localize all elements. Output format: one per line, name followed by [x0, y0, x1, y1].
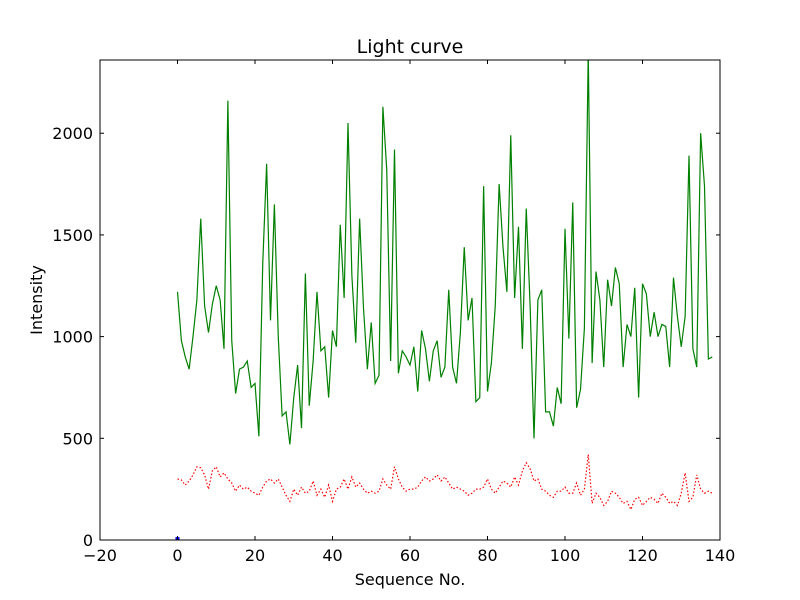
x-tick-label: 0 [172, 546, 182, 565]
y-axis: 0 500 1000 1500 2000 [52, 124, 720, 550]
y-tick-label: 2000 [52, 124, 93, 143]
x-tick-label: 40 [322, 546, 342, 565]
x-axis-label: Sequence No. [355, 570, 466, 589]
x-tick-label: 120 [627, 546, 658, 565]
plot-frame [99, 59, 721, 541]
x-tick-label: 80 [477, 546, 497, 565]
x-tick-label: 140 [705, 546, 736, 565]
x-tick-label: −20 [83, 546, 117, 565]
chart-title: Light curve [357, 36, 464, 58]
x-axis: −20 0 20 40 60 80 100 120 140 [83, 60, 735, 565]
y-tick-label: 500 [62, 429, 93, 448]
x-tick-label: 20 [245, 546, 265, 565]
x-tick-label: 100 [550, 546, 581, 565]
series-line-2 [177, 454, 713, 512]
plot-series-group [175, 60, 713, 540]
y-tick-label: 0 [83, 531, 93, 550]
y-axis-label: Intensity [27, 265, 46, 335]
y-tick-label: 1000 [52, 328, 93, 347]
y-tick-label: 1500 [52, 226, 93, 245]
series-line-1 [176, 60, 713, 445]
x-tick-label: 60 [400, 546, 420, 565]
